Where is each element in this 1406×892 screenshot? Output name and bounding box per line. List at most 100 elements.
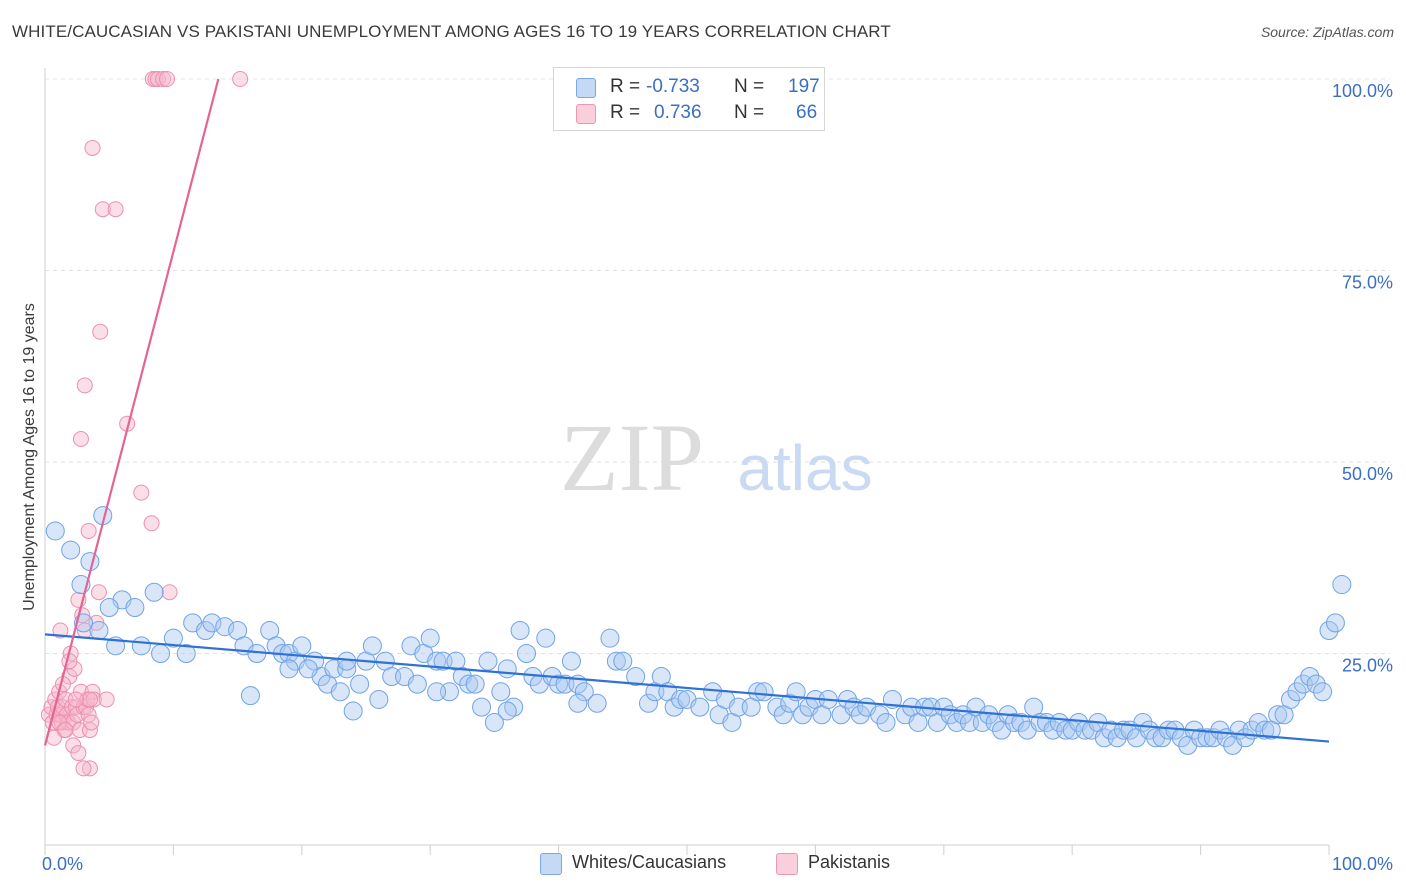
white-point — [690, 697, 710, 717]
white-point — [330, 682, 350, 702]
white-point — [1255, 720, 1275, 740]
white-point — [1287, 682, 1307, 702]
white-point — [1300, 666, 1320, 686]
white-point — [870, 705, 890, 725]
white-point — [1313, 682, 1333, 702]
white-point — [517, 644, 536, 663]
pak-trend-line — [43, 78, 220, 746]
y-tick-label-2: 75.0% — [1342, 273, 1393, 293]
white-point — [754, 682, 774, 702]
white-point — [1319, 621, 1339, 641]
white-point — [45, 521, 65, 541]
white-point — [478, 651, 498, 671]
white-point — [1332, 575, 1352, 595]
white-point — [292, 636, 312, 656]
r-label-pak: R = — [610, 102, 641, 123]
white-point — [626, 666, 646, 686]
white-point — [369, 689, 389, 709]
white-point — [568, 693, 588, 713]
white-swatch — [576, 78, 596, 98]
white-point — [638, 693, 658, 713]
axes — [44, 68, 1330, 855]
trend-lines — [43, 78, 1330, 746]
pak-point — [85, 691, 102, 708]
pak-point — [84, 139, 101, 156]
white-point — [780, 693, 800, 713]
white-point — [767, 697, 787, 717]
white-point — [671, 689, 691, 709]
pak-point — [158, 71, 175, 87]
pak-point — [76, 377, 93, 394]
y-axis-title: Unemployment Among Ages 16 to 19 years — [21, 303, 38, 611]
grid-lines — [45, 78, 1390, 654]
white-point — [1280, 689, 1300, 709]
watermark-atlas: atlas — [737, 432, 872, 504]
white-point — [163, 628, 183, 648]
pak-point — [161, 584, 178, 601]
white-point — [497, 659, 517, 679]
pak-point — [149, 71, 166, 87]
pak-swatch — [576, 104, 596, 124]
white-point — [1210, 720, 1230, 740]
white-point — [497, 701, 517, 721]
white-point — [362, 636, 382, 656]
bottom-white-label: Whites/Caucasians — [572, 852, 727, 872]
pak-point — [92, 323, 109, 340]
white-point — [151, 644, 171, 663]
watermark-zip: ZIP — [560, 404, 704, 511]
pak-point — [66, 660, 83, 677]
white-point — [1011, 712, 1031, 732]
pak-point — [67, 691, 84, 708]
white-point — [279, 659, 299, 679]
white-point — [850, 705, 870, 725]
pak-point — [143, 515, 160, 532]
pak-point — [107, 201, 124, 218]
pak-point — [90, 584, 107, 601]
bottom-pak-label: Pakistanis — [808, 852, 891, 872]
white-point — [510, 621, 530, 641]
white-point — [587, 693, 607, 713]
white-point — [748, 682, 768, 702]
white-point — [407, 674, 427, 694]
white-point — [838, 689, 857, 709]
white-point — [484, 712, 504, 732]
white-point — [600, 628, 620, 648]
white-point — [420, 628, 440, 648]
pak-point — [75, 760, 92, 777]
white-point — [613, 651, 633, 671]
white-point — [176, 644, 196, 663]
white-point — [343, 701, 363, 721]
x-tick-label-min: 0.0% — [42, 854, 83, 874]
white-point — [350, 674, 370, 694]
white-point — [131, 636, 151, 656]
white-point — [876, 712, 896, 732]
white-point — [144, 582, 164, 602]
pak-point — [72, 431, 89, 448]
white-point — [491, 682, 511, 702]
y-tick-label-3: 100.0% — [1332, 81, 1393, 101]
y-tick-label-0: 25.0% — [1342, 656, 1393, 676]
white-point — [459, 674, 479, 694]
correlation-legend: R = -0.733 N = 197 R = 0.736 N = 66 — [553, 67, 825, 131]
white-point — [61, 540, 81, 560]
pakistani-points — [40, 71, 249, 777]
pak-point — [232, 71, 249, 87]
pak-point — [133, 484, 150, 501]
white-point — [561, 651, 581, 671]
bottom-pak-swatch — [776, 853, 798, 875]
pak-point — [70, 745, 87, 762]
white-point — [793, 705, 813, 725]
white-point — [196, 621, 215, 641]
r-value-white: -0.733 — [646, 76, 700, 97]
pak-point — [65, 737, 82, 754]
n-value-pak: 66 — [796, 102, 818, 123]
n-value-white: 197 — [788, 76, 820, 97]
white-point — [773, 705, 793, 725]
chart-title: WHITE/CAUCASIAN VS PAKISTANI UNEMPLOYMEN… — [12, 22, 891, 41]
pak-point — [81, 760, 98, 777]
white-point — [574, 682, 594, 702]
x-tick-label-max: 100.0% — [1332, 854, 1393, 874]
pak-point — [94, 201, 111, 218]
n-label-pak: N = — [734, 102, 765, 123]
white-point — [1306, 674, 1326, 694]
